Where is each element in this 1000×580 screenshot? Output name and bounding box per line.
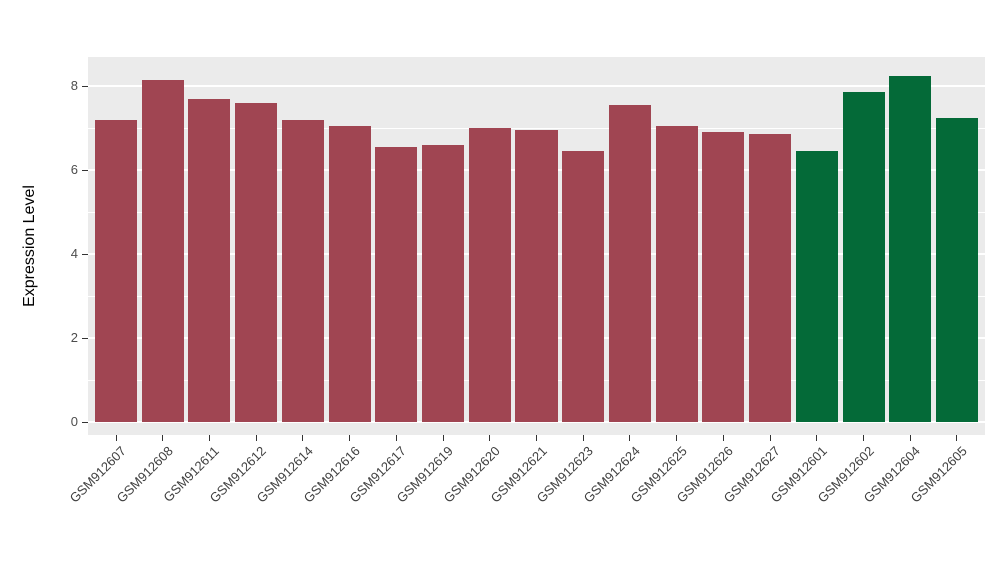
bar-GSM912624 — [608, 104, 651, 422]
x-tick-mark — [349, 435, 351, 441]
x-tick-mark — [629, 435, 631, 441]
bar-GSM912623 — [562, 151, 605, 422]
y-tick-mark — [82, 253, 88, 255]
x-tick-mark — [536, 435, 537, 441]
x-tick-mark — [582, 435, 584, 441]
bar-GSM912602 — [842, 92, 885, 422]
bar-GSM912611 — [188, 98, 231, 422]
x-tick-mark — [676, 435, 678, 441]
minor-gridline — [88, 127, 985, 129]
y-tick-mark — [82, 337, 88, 339]
bar-GSM912626 — [702, 132, 745, 422]
bar-GSM912614 — [281, 119, 324, 422]
major-gridline — [88, 421, 985, 423]
y-tick-label: 0 — [70, 414, 78, 429]
bar-GSM912616 — [328, 125, 371, 422]
x-tick-mark — [395, 435, 397, 441]
x-tick-mark — [769, 435, 771, 441]
y-tick-mark — [82, 85, 88, 87]
bar-GSM912627 — [749, 134, 792, 422]
x-tick-mark — [816, 435, 818, 441]
y-tick-mark — [82, 169, 88, 171]
x-tick-mark — [863, 435, 865, 441]
y-tick-label: 2 — [70, 330, 78, 345]
x-tick-mark — [302, 435, 304, 441]
plot-panel — [88, 57, 985, 435]
bar-GSM912612 — [235, 102, 278, 422]
bar-GSM912619 — [422, 144, 465, 422]
bar-GSM912607 — [95, 119, 138, 422]
x-tick-mark — [115, 435, 117, 441]
x-tick-mark — [956, 435, 958, 441]
bar-GSM912608 — [141, 79, 184, 422]
bar-GSM912605 — [935, 117, 978, 422]
x-tick-mark — [489, 435, 491, 441]
x-tick-mark — [162, 435, 164, 441]
y-tick-label: 8 — [70, 78, 78, 93]
bar-GSM912604 — [889, 75, 932, 422]
bar-GSM912601 — [795, 151, 838, 422]
bar-GSM912617 — [375, 146, 418, 422]
x-tick-mark — [208, 435, 210, 441]
x-tick-mark — [442, 435, 444, 441]
y-tick-label: 6 — [70, 162, 78, 177]
x-tick-mark — [722, 435, 724, 441]
y-tick-mark — [82, 421, 88, 423]
bar-GSM912621 — [515, 130, 558, 422]
major-gridline — [88, 85, 985, 87]
x-tick-mark — [909, 435, 911, 441]
bar-GSM912625 — [655, 125, 698, 422]
x-tick-mark — [255, 435, 257, 441]
y-tick-label: 4 — [70, 246, 78, 261]
bar-GSM912620 — [468, 128, 511, 422]
